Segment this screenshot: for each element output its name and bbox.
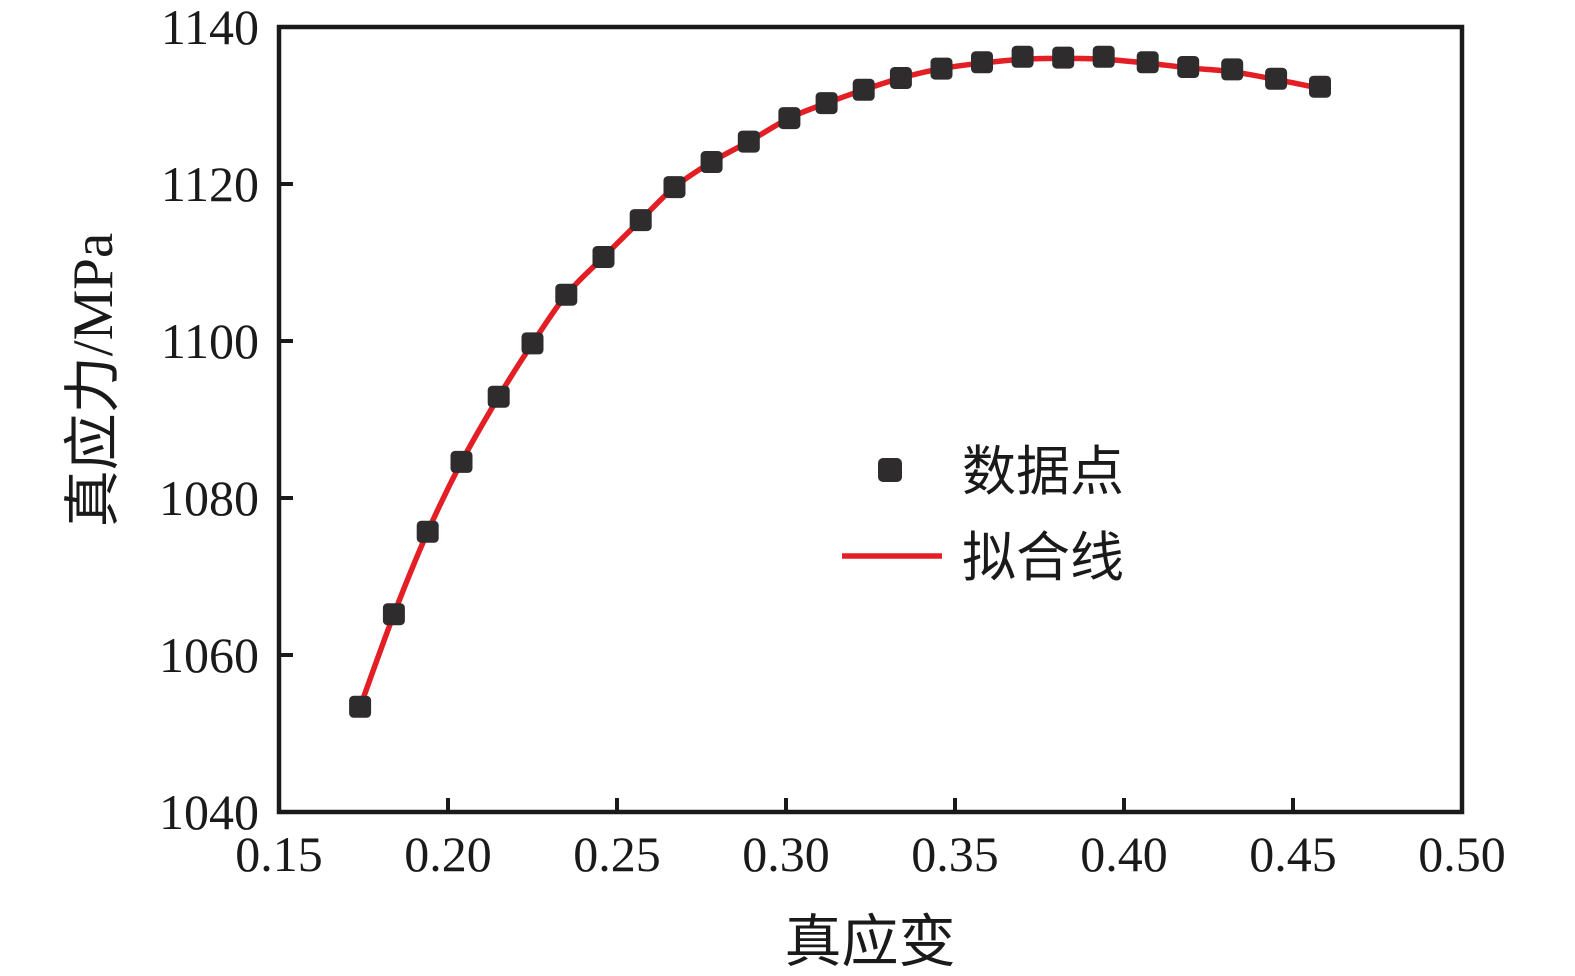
axis-ticks — [277, 25, 1464, 814]
data-point-marker — [889, 67, 912, 89]
y-tick-label: 1140 — [161, 0, 259, 55]
data-point-marker — [1265, 67, 1288, 90]
data-point-marker — [416, 520, 439, 543]
data-point-marker — [1221, 58, 1244, 81]
data-point-marker — [778, 107, 801, 130]
data-point-marker — [1177, 56, 1200, 78]
data-point-marker — [1052, 46, 1075, 69]
x-tick-label: 0.15 — [235, 826, 323, 882]
x-tick-label: 0.25 — [573, 826, 661, 882]
data-point-marker — [521, 332, 544, 355]
data-point-marker — [487, 385, 510, 408]
plot-border — [276, 24, 1465, 815]
fit-line-layer — [357, 55, 1323, 710]
fit-line-path — [357, 55, 1323, 710]
data-point-marker — [700, 151, 723, 173]
data-point-marker — [1136, 51, 1159, 74]
data-point-marker — [930, 57, 953, 80]
legend-marker-data-points-icon — [878, 458, 902, 482]
data-point-marker — [1011, 45, 1034, 68]
y-tick-label: 1100 — [161, 313, 259, 369]
data-point-marker — [349, 695, 372, 718]
x-tick-label: 0.20 — [404, 826, 492, 882]
legend-label-data-points: 数据点 — [962, 442, 1124, 502]
data-point-marker — [1092, 45, 1115, 68]
x-tick-label: 0.40 — [1080, 826, 1168, 882]
data-point-marker — [663, 176, 686, 199]
data-points-layer — [349, 45, 1331, 718]
x-tick-label: 0.50 — [1418, 826, 1506, 882]
data-point-marker — [737, 130, 760, 153]
data-point-marker — [629, 209, 652, 232]
data-point-marker — [852, 78, 875, 101]
y-tick-label: 1120 — [161, 156, 259, 212]
legend: 数据点 拟合线 — [842, 442, 1124, 588]
y-tick-label: 1080 — [159, 470, 259, 526]
x-tick-label: 0.35 — [911, 826, 999, 882]
data-point-marker — [971, 51, 993, 74]
data-point-marker — [382, 603, 405, 626]
legend-label-fit-line: 拟合线 — [962, 528, 1124, 588]
data-point-marker — [815, 92, 838, 115]
y-axis-title: 真应力/MPa — [62, 233, 125, 528]
y-tick-label: 1040 — [159, 784, 259, 840]
axis-tick-labels: 0.15 0.20 0.25 0.30 0.35 0.40 0.45 0.50 1040 1060… — [159, 0, 1506, 882]
data-point-marker — [450, 450, 473, 473]
y-tick-label: 1060 — [159, 627, 259, 683]
x-tick-label: 0.45 — [1249, 826, 1337, 882]
data-point-marker — [592, 246, 615, 268]
data-point-marker — [555, 283, 578, 306]
x-axis-title: 真应变 — [785, 911, 956, 974]
data-point-marker — [1309, 75, 1331, 98]
x-tick-label: 0.30 — [742, 826, 830, 882]
